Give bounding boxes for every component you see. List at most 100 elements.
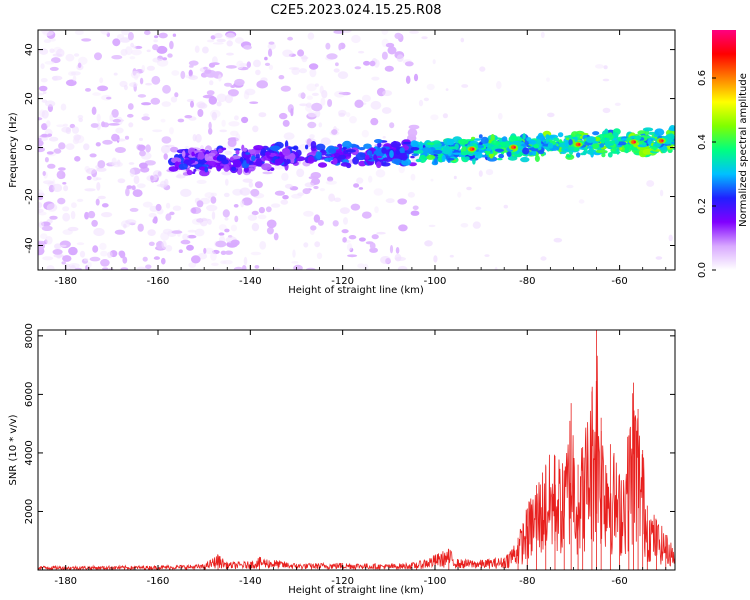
heatmap-cell-735 [430,178,434,182]
heatmap-cell-289 [49,215,58,220]
heatmap-cell-419 [249,101,259,104]
heatmap-cell-577 [306,102,312,108]
heatmap-cell-1614 [305,144,309,150]
heatmap-cell-446 [233,266,244,270]
heatmap-cell-761 [485,169,494,176]
heatmap-cell-717 [43,180,54,185]
heatmap-cell-755 [433,255,438,263]
heatmap-cell-284 [52,183,63,193]
heatmap-cell-722 [125,46,133,55]
heatmap-cell-558 [409,30,419,34]
heatmap-cell-1922 [599,143,605,148]
heatmap-cell-476 [241,265,247,270]
heatmap-cell-1737 [364,154,370,160]
heatmap-cell-639 [349,116,357,124]
heatmap-cell-346 [374,206,379,214]
heatmap-cell-617 [85,88,91,92]
y-tick-label: 8000 [24,323,35,348]
heatmap-cell-183 [148,212,157,218]
heatmap-cell-1704 [247,164,257,168]
heatmap-cell-529 [113,72,118,76]
heatmap-cell-57 [121,30,131,36]
heatmap-cell-63 [206,39,215,43]
heatmap-cell-108 [71,126,80,134]
snr-y-ticks: 2000 4000 6000 8000 [24,323,675,524]
heatmap-cell-328 [83,258,89,262]
heatmap-cell-1503 [480,136,489,145]
heatmap-cell-146 [58,167,66,171]
heatmap-cell-1730 [545,134,550,140]
heatmap-cell-751 [595,64,604,69]
heatmap-cell-143 [153,39,158,43]
heatmap-cell-1935 [513,146,516,149]
heatmap-cell-374 [363,263,369,270]
heatmap-cell-645 [369,60,376,67]
heatmap-cell-280 [227,139,237,147]
heatmap-cell-234 [343,217,348,225]
heatmap-cell-0 [158,32,168,39]
heatmap-cell-384 [234,215,239,223]
heatmap-cell-552 [353,183,360,188]
heatmap-cell-107 [40,78,48,83]
heatmap-cell-15 [283,132,295,140]
heatmap-cell-546 [380,256,391,264]
heatmap-cell-772 [602,107,611,114]
heatmap-cell-1158 [668,127,675,131]
heatmap-cell-737 [449,254,454,258]
heatmap-cell-580 [210,62,220,66]
snr-x-axis-label: Height of straight line (km) [288,585,424,596]
heatmap-cell-178 [63,185,69,192]
heatmap-cell-334 [218,74,222,82]
heatmap-cell-690 [161,257,166,265]
spectrogram-panel: -180 -160 -140 -120 -100 -80 -60 -40 -20 0 20 40 H… [8,29,676,296]
y-tick-label: 20 [24,92,35,105]
heatmap-cell-1628 [604,128,609,135]
heatmap-cell-100 [169,127,174,135]
heatmap-cell-199 [101,212,113,218]
heatmap-cell-513 [161,101,172,107]
heatmap-cell-375 [407,128,418,138]
heatmap-cell-350 [320,137,331,146]
heatmap-cell-1818 [208,152,216,157]
heatmap-cell-1836 [452,152,463,155]
heatmap-cell-1241 [498,153,504,159]
heatmap-cell-380 [211,111,217,121]
heatmap-cell-1176 [486,156,498,162]
heatmap-cell-114 [254,181,263,189]
heatmap-cell-496 [297,49,305,57]
heatmap-cell-238 [42,91,47,94]
heatmap-cell-537 [151,75,161,85]
heatmap-cell-630 [44,157,49,163]
heatmap-cell-532 [206,204,218,212]
heatmap-cell-319 [118,250,125,257]
heatmap-cell-77 [361,129,369,138]
heatmap-cell-285 [171,70,180,76]
heatmap-cell-605 [308,63,319,70]
heatmap-cell-52 [314,83,319,87]
heatmap-cell-526 [203,247,207,254]
heatmap-cell-1917 [614,139,619,145]
heatmap-cell-189 [253,59,261,68]
heatmap-cell-557 [38,137,42,141]
heatmap-cell-566 [182,233,189,241]
heatmap-cell-758 [494,266,498,270]
heatmap-cell-1899 [653,143,662,146]
heatmap-cell-440 [282,49,293,58]
heatmap-cell-539 [241,116,249,124]
heatmap-cell-99 [347,254,358,258]
heatmap-cell-631 [142,201,153,208]
heatmap-cell-208 [92,92,101,96]
heatmap-cell-1581 [464,156,470,161]
heatmap-cell-1815 [382,157,393,163]
heatmap-cell-699 [230,239,240,246]
heatmap-cell-671 [97,160,106,169]
heatmap-cell-377 [236,60,244,70]
heatmap-cell-349 [131,185,136,191]
heatmap-cell-230 [70,264,76,270]
heatmap-cell-1809 [334,153,340,157]
heatmap-cell-317 [311,92,319,96]
heatmap-cell-1598 [522,133,526,140]
heatmap-cell-1281 [186,169,193,176]
heatmap-cell-405 [309,68,317,78]
heatmap-cell-215 [111,133,119,142]
